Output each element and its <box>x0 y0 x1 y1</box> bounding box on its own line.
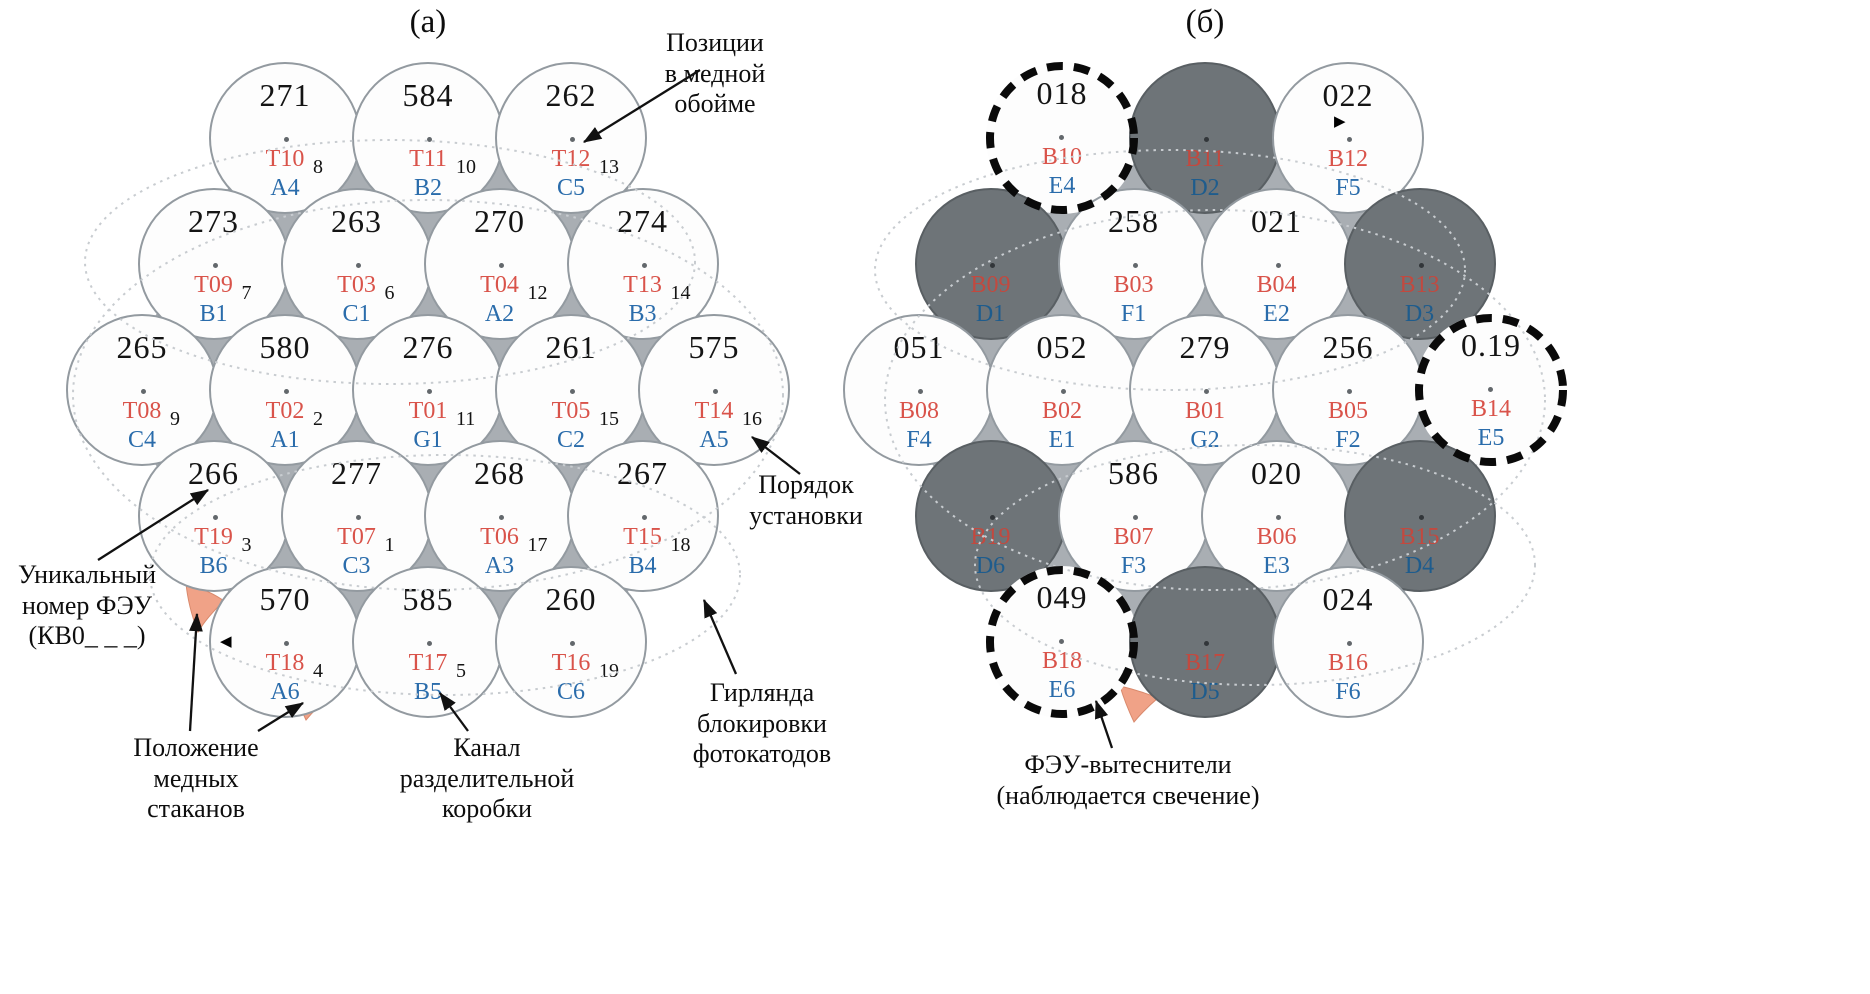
pmt-channel-label: B08 <box>898 398 939 424</box>
center-dot-icon <box>1488 387 1493 392</box>
pmt-unique-number: 020 <box>1251 455 1302 491</box>
pmt-channel-label: B07 <box>1113 524 1154 550</box>
pmt-unique-number: 586 <box>1108 455 1159 491</box>
pmt-channel-label: B19 <box>970 524 1011 550</box>
pmt-cell: 024 B16 F6 <box>1272 566 1424 718</box>
right-triangle-icon: ▶ <box>1334 112 1346 130</box>
panel-a-title: (а) <box>409 4 447 40</box>
center-dot-icon <box>1347 389 1352 394</box>
pmt-unique-number: 256 <box>1322 329 1374 365</box>
pmt-unique-number: 258 <box>1108 203 1159 239</box>
pmt-unique-number: 584 <box>402 77 454 113</box>
center-dot-icon <box>1275 515 1281 520</box>
pmt-holder-position-label: F6 <box>1335 679 1361 705</box>
note-displacers: ФЭУ-вытеснители (наблюдается свечение) <box>996 750 1260 810</box>
note-unique-number: Уникальный номер ФЭУ (КВ0_ _ _) <box>17 560 157 651</box>
pmt-unique-number: 051 <box>893 329 945 365</box>
note-blocking-garland: Гирлянда блокировки фотокатодов <box>692 678 832 769</box>
center-dot-icon <box>1204 137 1209 142</box>
pmt-channel-label: B13 <box>1399 272 1440 298</box>
center-dot-icon <box>1061 389 1066 394</box>
center-dot-icon <box>989 515 995 520</box>
pmt-channel-label: B09 <box>970 272 1011 298</box>
note-copper-cups: Положение медных стаканов <box>133 733 259 824</box>
center-dot-icon <box>1204 641 1209 646</box>
center-dot-icon <box>1418 515 1424 520</box>
center-dot-icon <box>1059 639 1064 644</box>
pmt-channel-label: B10 <box>1041 144 1082 170</box>
pmt-unique-number: 052 <box>1036 329 1088 365</box>
center-dot-icon <box>1204 389 1209 394</box>
note-install-order: Порядок установки <box>749 470 863 530</box>
pmt-unique-number: 024 <box>1322 581 1374 617</box>
pmt-channel-label: B06 <box>1256 524 1297 550</box>
pmt-cell: B17 D5 <box>1129 566 1281 718</box>
pmt-channel-label: B12 <box>1327 146 1368 172</box>
pmt-channel-label: B02 <box>1041 398 1082 424</box>
pmt-unique-number: 0.19 <box>1461 327 1521 363</box>
center-dot-icon <box>918 389 923 394</box>
pmt-unique-number: 279 <box>1179 329 1231 365</box>
center-dot-icon <box>1418 263 1424 268</box>
center-dot-icon <box>1347 137 1352 142</box>
center-dot-icon <box>1275 263 1281 268</box>
pmt-unique-number: 021 <box>1251 203 1302 239</box>
pmt-channel-label: B16 <box>1327 650 1368 676</box>
pmt-channel-label: B05 <box>1327 398 1368 424</box>
pmt-channel-label: B18 <box>1041 648 1082 674</box>
center-dot-icon <box>1132 515 1138 520</box>
pmt-channel-label: B01 <box>1184 398 1225 424</box>
pmt-holder-position-label: D5 <box>1190 679 1220 705</box>
pmt-unique-number: 271 <box>259 77 311 113</box>
pmt-channel-label: B11 <box>1185 146 1225 172</box>
pmt-unique-number: 022 <box>1322 77 1374 113</box>
pmt-unique-number: 018 <box>1036 75 1088 111</box>
pmt-channel-label: B17 <box>1184 650 1225 676</box>
note-copper-positions: Позиции в медной обойме <box>664 28 766 119</box>
center-dot-icon <box>1347 641 1352 646</box>
pmt-cell: 049 B18 E6 <box>986 566 1138 718</box>
center-dot-icon <box>1132 263 1138 268</box>
note-junction-channel: Канал разделительной коробки <box>399 733 575 824</box>
center-dot-icon <box>989 263 995 268</box>
pmt-unique-number: 049 <box>1036 579 1088 615</box>
pmt-channel-label: B04 <box>1256 272 1297 298</box>
pmt-channel-label: B15 <box>1399 524 1440 550</box>
panel-b-title: (б) <box>1185 4 1225 40</box>
pmt-channel-label: B14 <box>1470 396 1511 422</box>
pmt-holder-position-label: E6 <box>1048 677 1076 703</box>
center-dot-icon <box>1059 135 1064 140</box>
pmt-channel-label: B03 <box>1113 272 1154 298</box>
